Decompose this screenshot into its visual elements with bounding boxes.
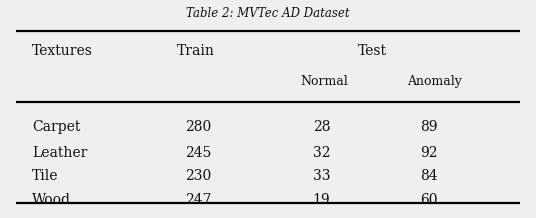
Text: 19: 19 [313,193,330,207]
Text: Textures: Textures [32,44,93,58]
Text: 230: 230 [185,169,211,183]
Text: 60: 60 [420,193,437,207]
Text: Test: Test [358,44,387,58]
Text: Normal: Normal [300,75,348,88]
Text: Train: Train [177,44,215,58]
Text: 245: 245 [185,146,212,160]
Text: Table 2: MVTec AD Dataset: Table 2: MVTec AD Dataset [186,7,350,20]
Text: 89: 89 [420,120,437,134]
Text: 33: 33 [313,169,330,183]
Text: 28: 28 [313,120,330,134]
Text: 32: 32 [313,146,330,160]
Text: Anomaly: Anomaly [407,75,462,88]
Text: Leather: Leather [32,146,87,160]
Text: Wood: Wood [32,193,71,207]
Text: 280: 280 [185,120,211,134]
Text: Tile: Tile [32,169,58,183]
Text: Carpet: Carpet [32,120,80,134]
Text: 92: 92 [420,146,437,160]
Text: 247: 247 [185,193,212,207]
Text: 84: 84 [420,169,437,183]
